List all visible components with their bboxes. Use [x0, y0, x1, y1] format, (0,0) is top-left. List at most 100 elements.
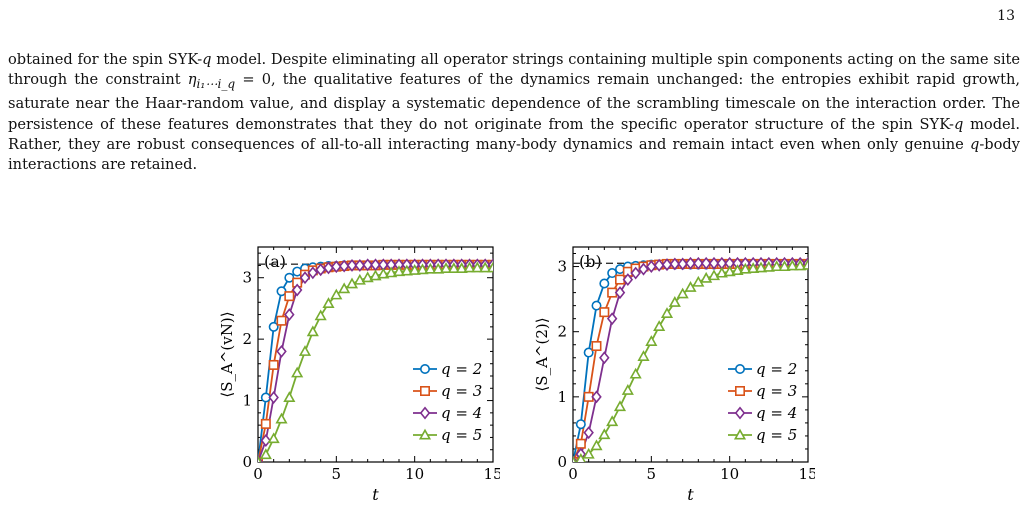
data-point	[590, 439, 603, 451]
data-point	[660, 307, 674, 318]
text-run: model. Rather, they are robust consequen…	[8, 115, 1020, 153]
data-point	[400, 264, 413, 276]
data-point	[693, 256, 704, 270]
data-point	[392, 265, 406, 277]
data-point	[613, 400, 627, 412]
data-point	[276, 315, 287, 326]
data-point	[583, 347, 594, 358]
data-point	[258, 455, 262, 462]
x-tick-label: 5	[332, 465, 342, 483]
data-point	[606, 415, 619, 427]
data-point	[432, 262, 445, 274]
y-axis-label: ⟨S_A^(vN)⟩	[218, 311, 236, 397]
data-point	[692, 275, 705, 287]
data-point	[668, 296, 681, 307]
x-tick-label: 15	[483, 465, 500, 483]
data-point	[447, 262, 460, 274]
data-point	[630, 266, 641, 280]
y-tick-label: 0	[242, 453, 252, 471]
data-point	[685, 256, 696, 270]
data-point	[653, 320, 666, 331]
legend-marker	[734, 406, 746, 420]
data-point	[486, 261, 493, 273]
body-paragraph: obtained for the spin SYK-q model. Despi…	[8, 50, 1020, 175]
data-point	[471, 261, 484, 273]
data-point	[268, 321, 279, 332]
text-run: model. Despite eliminating all operator …	[8, 51, 1020, 89]
data-point	[573, 455, 577, 462]
data-point	[731, 264, 744, 275]
data-point	[314, 309, 327, 321]
data-point	[575, 453, 586, 462]
axes-frame	[257, 246, 494, 463]
math-q: q	[970, 135, 980, 153]
data-point	[621, 383, 634, 395]
y-tick-label: 0	[557, 453, 567, 471]
panel-label: (a)	[264, 252, 286, 271]
data-point	[754, 261, 768, 273]
panel-label: (b)	[579, 252, 602, 271]
data-point	[607, 268, 618, 279]
data-point	[283, 391, 296, 402]
data-point	[276, 344, 287, 358]
legend-label: q = 5	[756, 426, 797, 444]
y-tick-label: 1	[557, 388, 567, 406]
data-point	[268, 391, 279, 404]
data-point	[284, 291, 295, 302]
legend-marker	[419, 406, 431, 420]
legend-marker	[735, 364, 746, 375]
math-eta: η	[187, 71, 197, 89]
data-point	[385, 266, 398, 278]
legend-marker	[735, 386, 746, 397]
y-tick-label: 2	[242, 330, 252, 348]
data-point	[684, 281, 697, 292]
legend-label: q = 3	[441, 382, 482, 400]
x-tick-label: 5	[647, 465, 657, 483]
data-point	[676, 287, 689, 299]
data-point	[700, 256, 712, 270]
data-point	[606, 312, 618, 326]
y-tick-label: 2	[557, 323, 567, 341]
data-point	[622, 273, 634, 287]
legend: q = 2 q = 3 q = 4 q = 5	[728, 360, 797, 444]
data-point	[739, 262, 752, 274]
legend-marker	[733, 428, 747, 440]
data-point	[291, 283, 303, 297]
data-point	[338, 259, 350, 273]
data-point	[715, 266, 728, 278]
data-point	[591, 390, 602, 404]
text-run: -body interactions are retained.	[8, 135, 1020, 173]
data-point	[599, 351, 610, 365]
data-point	[354, 258, 366, 272]
data-point	[599, 278, 610, 289]
data-point	[306, 325, 319, 337]
data-point	[801, 258, 808, 270]
x-tick-label: 15	[798, 465, 815, 483]
data-point	[669, 257, 681, 271]
data-point	[408, 264, 421, 275]
legend: q = 2 q = 3 q = 4 q = 5	[413, 360, 482, 444]
data-point	[637, 350, 650, 361]
x-tick-label: 10	[405, 465, 424, 483]
data-point	[708, 256, 720, 270]
legend-label: q = 2	[441, 360, 482, 378]
legend-label: q = 2	[756, 360, 797, 378]
data-point	[677, 257, 688, 271]
data-point	[723, 265, 736, 277]
math-q: q	[202, 51, 212, 68]
y-tick-label: 3	[242, 269, 252, 287]
data-point	[369, 269, 382, 281]
legend-label: q = 3	[756, 382, 797, 400]
legend-label: q = 5	[441, 426, 482, 444]
legend-marker	[420, 364, 431, 375]
data-point	[778, 260, 791, 272]
data-point	[583, 426, 594, 440]
data-point	[362, 258, 373, 272]
data-point	[331, 260, 342, 274]
data-point	[786, 259, 799, 271]
legend-marker	[420, 386, 431, 397]
